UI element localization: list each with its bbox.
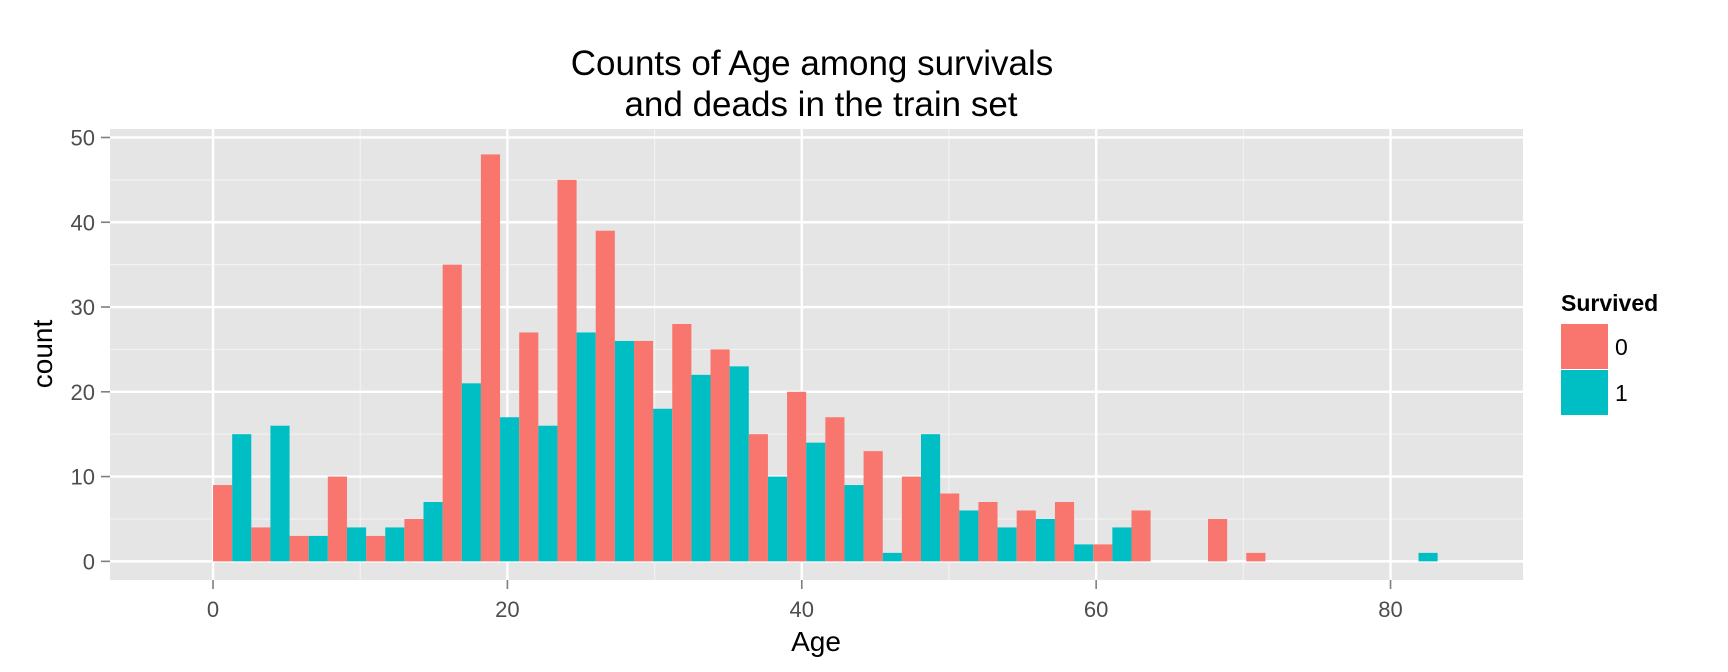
x-tick-label: 20 [495,597,519,622]
x-axis-title: Age [791,626,841,657]
legend-key-0 [1561,324,1608,369]
bar-survived-1 [423,502,443,562]
bar-survived-0 [1054,502,1075,562]
bar-survived-0 [251,527,271,562]
bar-survived-0 [1246,552,1266,562]
bar-survived-1 [653,408,673,562]
bar-survived-1 [921,434,941,562]
x-tick-label: 60 [1084,597,1108,622]
bar-survived-1 [461,383,481,562]
bar-survived-1 [576,332,596,562]
legend-title: Survived [1561,290,1658,316]
x-tick-label: 40 [790,597,814,622]
y-axis-title: count [27,320,58,389]
bar-survived-1 [767,476,788,562]
bar-survived-0 [557,179,577,562]
y-tick-label: 50 [71,125,95,150]
x-tick-label: 80 [1378,597,1402,622]
y-tick-label: 0 [83,549,95,574]
bar-survived-0 [480,154,501,562]
y-axis: 0 10 20 30 40 50 [71,125,110,574]
bar-survived-0 [748,434,768,562]
bars [213,154,1438,562]
bar-survived-1 [806,442,826,562]
bar-survived-0 [710,349,730,562]
legend: Survived 0 1 [1561,290,1658,415]
bar-survived-1 [691,374,711,562]
bar-survived-0 [1208,518,1228,562]
bar-survived-0 [213,485,233,562]
chart-title-line-2: and deads in the train set [624,85,1017,124]
bar-survived-1 [729,366,749,562]
bar-survived-0 [1093,544,1113,562]
bar-survived-0 [825,417,845,562]
bar-survived-0 [633,340,654,562]
bar-survived-0 [442,264,462,562]
bar-survived-0 [327,476,347,562]
bar-survived-0 [519,332,539,562]
bar-survived-0 [366,535,386,562]
chart-title-line-1: Counts of Age among survivals [571,44,1053,83]
bar-survived-1 [270,425,290,562]
x-tick-label: 0 [207,597,219,622]
y-tick-label: 30 [71,295,95,320]
bar-survived-1 [1074,544,1094,562]
bar-survived-1 [385,527,405,562]
legend-label-1: 1 [1615,380,1628,406]
bar-survived-0 [289,535,309,562]
bar-survived-0 [595,230,615,562]
bar-survived-1 [232,434,252,562]
bar-survived-0 [863,451,883,562]
bar-survived-1 [844,485,864,562]
bar-survived-0 [404,518,424,562]
bar-survived-1 [614,340,634,562]
y-tick-label: 10 [71,465,95,490]
legend-key-1 [1561,370,1608,415]
bar-survived-1 [1112,527,1132,562]
bar-survived-1 [308,535,328,562]
bar-survived-1 [500,417,520,562]
legend-label-0: 0 [1615,334,1628,360]
bar-survived-1 [882,552,902,562]
bar-survived-0 [672,323,692,562]
bar-survived-0 [1016,510,1036,562]
bar-survived-0 [787,391,807,562]
bar-survived-1 [1418,552,1438,562]
bar-survived-1 [538,425,558,562]
bar-survived-1 [346,527,367,562]
bar-survived-0 [901,476,922,562]
y-tick-label: 20 [71,380,95,405]
bar-survived-1 [1035,518,1055,562]
bar-survived-1 [997,527,1017,562]
bar-survived-0 [940,493,960,562]
bar-survived-0 [978,502,998,562]
bar-survived-1 [959,510,979,562]
x-axis: 0 20 40 60 80 [207,580,1403,622]
bar-survived-0 [1131,510,1151,562]
y-tick-label: 40 [71,210,95,235]
